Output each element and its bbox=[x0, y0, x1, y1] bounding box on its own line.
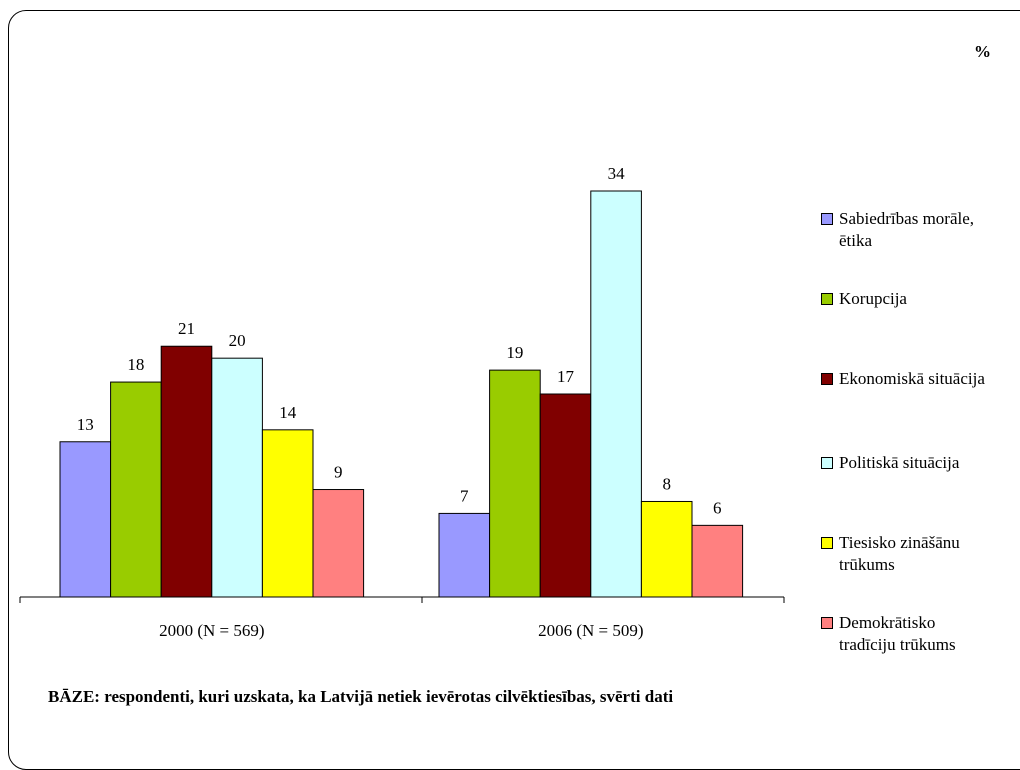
unit-label: % bbox=[974, 42, 991, 61]
bar-2-1 bbox=[110, 381, 162, 598]
data-label: 20 bbox=[229, 331, 246, 350]
data-label: 13 bbox=[77, 415, 94, 434]
bar-2-2 bbox=[489, 369, 541, 598]
data-label: 34 bbox=[608, 164, 626, 183]
data-label: 8 bbox=[662, 474, 671, 493]
bar-1-1 bbox=[59, 441, 112, 598]
bar-6-2 bbox=[691, 524, 744, 598]
legend-label: Demokrātisko tradīciju trūkums bbox=[839, 613, 956, 654]
data-label: 6 bbox=[713, 498, 722, 517]
data-label: 21 bbox=[178, 319, 195, 338]
data-label: 19 bbox=[506, 343, 523, 362]
legend-label: Tiesisko zināšānu trūkums bbox=[839, 533, 960, 574]
bar-1-2 bbox=[438, 512, 491, 598]
x-tick-label: 2000 (N = 569) bbox=[159, 621, 264, 640]
x-tick-label: 2006 (N = 509) bbox=[538, 621, 643, 640]
bar-3-1 bbox=[160, 345, 213, 598]
data-label: 17 bbox=[557, 367, 575, 386]
bar-4-2 bbox=[590, 190, 642, 598]
data-label: 7 bbox=[460, 486, 469, 505]
legend-swatch bbox=[821, 617, 833, 629]
legend-swatch bbox=[821, 537, 833, 549]
legend-swatch bbox=[821, 457, 833, 469]
bar-5-1 bbox=[261, 429, 314, 598]
bar-6-1 bbox=[312, 489, 365, 598]
legend-swatch bbox=[821, 213, 833, 225]
legend-swatch bbox=[821, 293, 833, 305]
data-label: 14 bbox=[279, 403, 297, 422]
data-label: 18 bbox=[127, 355, 144, 374]
legend-swatch bbox=[821, 373, 833, 385]
legend-label: Ekonomiskā situācija bbox=[839, 369, 985, 388]
bar-5-2 bbox=[640, 500, 693, 598]
legend-label: Korupcija bbox=[839, 289, 907, 308]
legend-label: Politiskā situācija bbox=[839, 453, 960, 472]
data-label: 9 bbox=[334, 463, 343, 482]
legend-label: Sabiedrības morāle, ētika bbox=[839, 209, 975, 250]
bar-4-1 bbox=[211, 357, 263, 598]
base-note: BĀZE: respondenti, kuri uzskata, ka Latv… bbox=[48, 687, 674, 706]
bar-3-2 bbox=[539, 393, 592, 598]
bar-chart: 13 18 21 20 14 9 2000 (N = 569) 7 19 17 34 8 6 2006 (… bbox=[19, 164, 785, 640]
